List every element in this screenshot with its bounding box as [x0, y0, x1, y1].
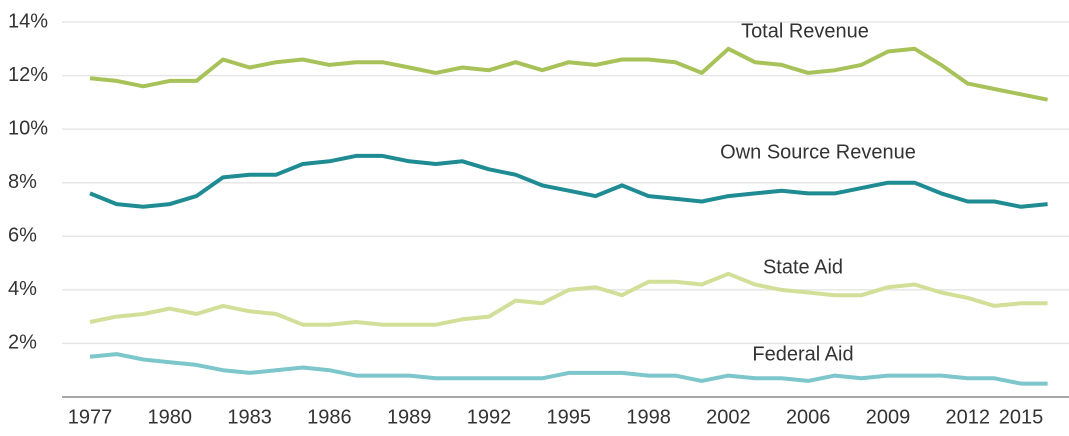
y-tick-label: 10%: [8, 117, 48, 139]
series-label: Total Revenue: [741, 20, 869, 42]
y-tick-label: 6%: [8, 225, 37, 247]
x-tick-label: 2006: [786, 406, 831, 428]
x-tick-label: 1992: [467, 406, 512, 428]
series-line: [89, 271, 1048, 327]
x-tick-label: 1977: [68, 406, 113, 428]
y-tick-label: 8%: [8, 171, 37, 193]
series-line: [89, 153, 1048, 209]
y-tick-label: 4%: [8, 278, 37, 300]
y-tick-label: 14%: [8, 10, 48, 32]
x-tick-label: 1980: [148, 406, 193, 428]
x-tick-label: 2009: [866, 406, 911, 428]
y-tick-label: 12%: [8, 64, 48, 86]
x-tick-label: 1998: [626, 406, 671, 428]
x-tick-label: 2015: [999, 406, 1044, 428]
series-label: Federal Aid: [752, 343, 853, 365]
x-tick-label: 1995: [547, 406, 592, 428]
x-tick-label: 1986: [307, 406, 352, 428]
series-line: [89, 46, 1048, 102]
x-tick-label: 1983: [227, 406, 272, 428]
x-tick-label: 2012: [946, 406, 991, 428]
y-tick-label: 2%: [8, 332, 37, 354]
series-label: Own Source Revenue: [720, 141, 916, 163]
x-tick-label: 1989: [387, 406, 432, 428]
series-line: [89, 352, 1048, 386]
x-tick-label: 2002: [706, 406, 751, 428]
series-label: State Aid: [763, 256, 843, 278]
